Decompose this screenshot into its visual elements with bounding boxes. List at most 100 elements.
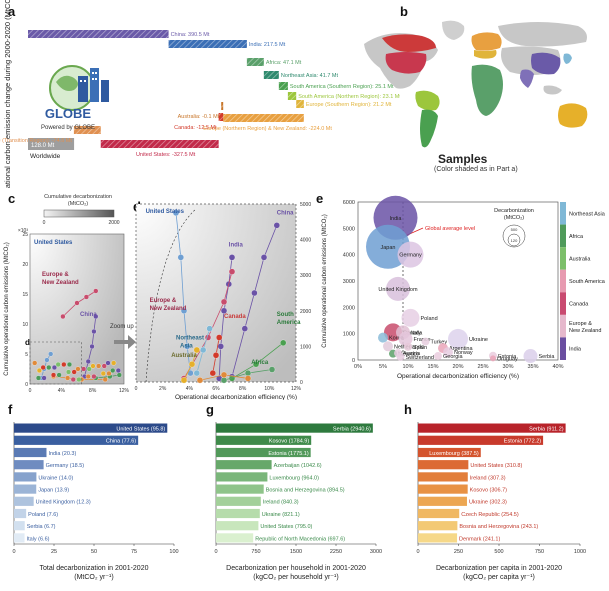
d-annotation: New Zealand [150,306,187,312]
e-ytick: 4000 [343,253,355,259]
e-xtick: 40% [552,364,563,370]
waterfall-hatch [168,40,247,48]
d-annotation: America [277,320,301,326]
c-ylabel: Cumulative operational carbon emissions … [4,242,10,375]
g-xtick: 2250 [330,549,342,555]
waterfall-hatch [223,114,304,122]
e-bubble-netherlands [383,341,393,352]
e-legend-size-small: 120 [511,238,518,243]
panel-label-g: g [206,402,214,417]
e-colorbar-swatch [560,314,566,338]
e-bubble-georgia [434,352,442,361]
e-bubble-switzerland [396,352,405,361]
map-russia [498,22,587,47]
waterfall-label: India: 217.5 Mt [249,42,286,48]
f-xtick: 25 [51,549,57,555]
e-bubble-germany [397,241,424,268]
h-xtick: 0 [416,549,419,555]
d-ytick: 0 [300,380,303,386]
f-bar-japan [14,484,37,494]
e-bubble-korea [378,332,388,343]
waterfall-label: South America (Southern Region): 25.1 Mt [290,84,394,90]
f-bar-label-poland: Poland (7.6) [28,512,58,518]
zoom-arrow [114,335,136,349]
samples-subtitle: (Color shaded as in Part a) [434,166,518,173]
c-xtick: 12% [119,388,130,394]
c-zoom-box [29,341,83,385]
e-bubble-label-switzerland: Switzerland [406,355,434,361]
g-bar-republic-of-north-macedonia [216,533,254,543]
g-bar-ukraine [216,508,260,519]
c-ytick: 15 [22,292,28,298]
h-bar-label-ukraine: Ukraine (302.3) [469,500,507,506]
e-xtick: 25% [477,364,488,370]
f-bar-label-germany: Germany (18.5) [46,463,85,469]
d-point [193,369,200,377]
c-xtick: 0 [29,388,32,394]
waterfall-label: China: 390.5 Mt [171,32,210,38]
d-point [251,289,258,297]
c-point [83,294,89,300]
c-plot-frame [29,233,125,385]
c-cluster-point [115,367,121,374]
c-cluster-point [86,366,92,372]
h-bar-label-united-states: United States (310.8) [470,463,522,469]
e-bubble-label-serbia: Serbia [539,354,556,360]
e-colorbar-label: India [569,347,582,353]
g-bar-label-republic-of-north-macedonia: Republic of North Macedonia (697.6) [255,536,345,542]
panel-e-bubble: 0 1000 2000 3000 4000 5000 6000 0% 5% 10% 15% 20% 25… [322,195,606,380]
d-point [273,222,280,229]
g-bar-label-azerbaijan: Azerbaijan (1042.6) [274,463,322,469]
c-ytick: 25 [22,232,28,238]
c-point [93,288,99,294]
c-trajectory-1 [62,290,97,317]
map-india [520,69,534,88]
f-xlabel-unit: (MtCO₂ yr⁻¹) [74,574,113,581]
waterfall-label: Canada: -12.5 Mt [174,125,217,131]
h-bar-label-bosnia-and-herzegovina: Bosnia and Herzegovina (243.1) [459,524,538,530]
waterfall-hatch [218,113,224,121]
c-ann-eu-1: Europe & [42,272,69,278]
f-bar-label-united-states: United States (95.8) [116,427,165,433]
h-xtick: 1000 [574,549,586,555]
c-cluster-point [90,363,96,369]
e-xtick: 0% [354,364,362,370]
c-cluster-point [56,372,62,378]
g-xtick: 0 [214,549,217,555]
c-ytick: 0 [25,382,28,388]
c-cluster-point [100,370,106,377]
e-colorbar-label: Australia [569,256,591,262]
map-sea [543,85,562,95]
waterfall-chart: Operational carbon emission change durin… [0,0,400,188]
e-bubble-canada [384,323,402,342]
f-bar-ukraine [14,472,37,482]
h-bar-label-luxembourg: Luxembourg (387.5) [429,451,479,457]
waterfall-label: Australia: -0.1 Mt [178,114,220,120]
panel-label-a: a [8,4,16,19]
map-south-america-s [420,109,438,148]
f-bar-label-ukraine: Ukraine (14.0) [38,475,73,481]
c-cluster-point [76,376,82,383]
e-colorbar-label: Canada [569,302,589,308]
d-xtick: 12% [291,386,302,392]
d-point [180,307,188,314]
d-point [220,307,228,314]
h-xtick: 250 [454,549,463,555]
e-reference-label: Global average level [425,226,475,232]
e-xtick: 30% [502,364,513,370]
c-cluster-point [111,360,117,366]
c-legend-title: Cumulative decarbonization [44,194,112,200]
d-ytick: 1000 [300,344,311,350]
d-annotation: Europe & [150,298,177,304]
c-point [89,343,95,350]
c-legend-bar [43,209,115,218]
e-xtick: 35% [527,364,538,370]
e-colorbar-label: South America [569,279,606,285]
c-cluster-point [36,367,42,374]
e-colorbar-label: Europe & [569,321,592,327]
f-bar-label-serbia: Serbia (6.7) [27,524,56,530]
d-point [252,361,260,368]
map-australia [558,103,588,128]
e-ytick: 3000 [343,279,355,285]
e-bubble-ukraine [448,328,468,349]
